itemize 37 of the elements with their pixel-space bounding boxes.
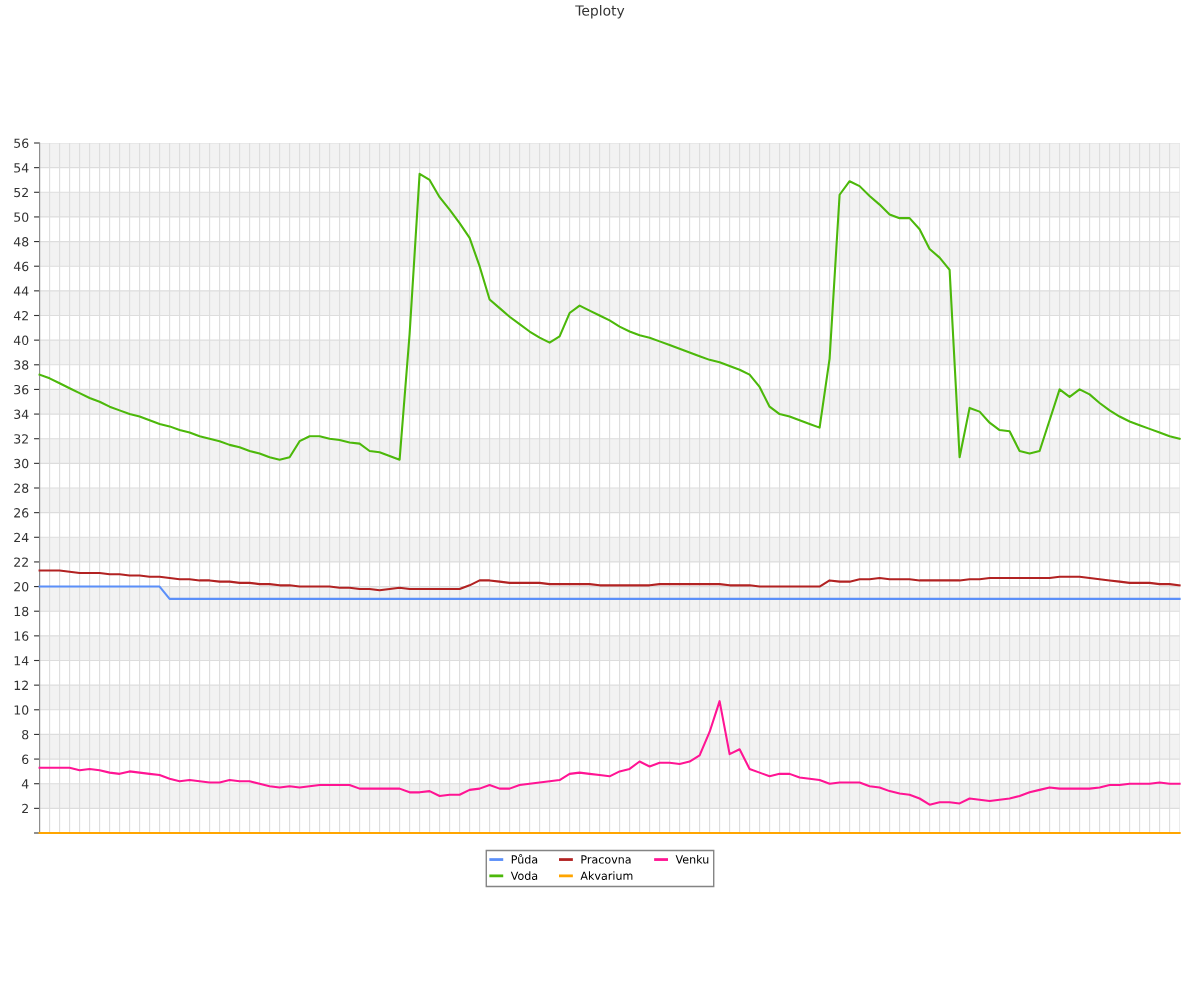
y-tick-label: 46: [13, 261, 29, 272]
legend-label: Akvarium: [580, 871, 633, 880]
line-series: [38, 569, 1181, 592]
y-tick-label: 42: [13, 310, 28, 321]
legend-label: Voda: [510, 871, 538, 880]
y-tick-label: 6: [22, 754, 29, 764]
y-tick-label: 32: [14, 434, 28, 444]
y-tick-label: 2: [22, 803, 28, 814]
y-tick-label: 50: [14, 212, 29, 222]
y-tick-label: 40: [13, 335, 29, 346]
y-tick-label: 18: [14, 606, 29, 617]
legend-label: Pracovna: [581, 855, 631, 864]
y-tick-label: 48: [13, 237, 29, 247]
y-tick-label: 10: [14, 705, 29, 715]
y-tick-label: 26: [14, 508, 29, 518]
y-tick-label: 4: [21, 779, 29, 789]
y-tick-label: 22: [14, 557, 28, 567]
y-tick-label: 8: [22, 729, 29, 740]
y-tick-label: 12: [14, 680, 28, 690]
y-tick-label: 36: [14, 384, 29, 395]
y-tick-label: 56: [14, 138, 29, 148]
y-tick-label: 44: [13, 286, 29, 296]
y-tick-label: 28: [14, 483, 29, 493]
chart-title: Teploty: [575, 5, 625, 19]
y-tick-label: 30: [14, 458, 29, 469]
y-tick-label: 38: [14, 360, 29, 370]
line-series: [38, 172, 1181, 461]
legend-label: Půda: [511, 854, 538, 864]
y-tick-label: 16: [14, 631, 29, 641]
line-series: [38, 700, 1181, 806]
y-tick-label: 20: [14, 582, 29, 592]
y-tick-label: 52: [14, 187, 28, 198]
y-tick-label: 54: [14, 163, 29, 173]
y-tick-label: 34: [14, 409, 29, 419]
y-tick-label: 24: [14, 532, 29, 543]
legend-label: Venku: [675, 855, 709, 864]
y-tick-label: 14: [14, 656, 29, 666]
